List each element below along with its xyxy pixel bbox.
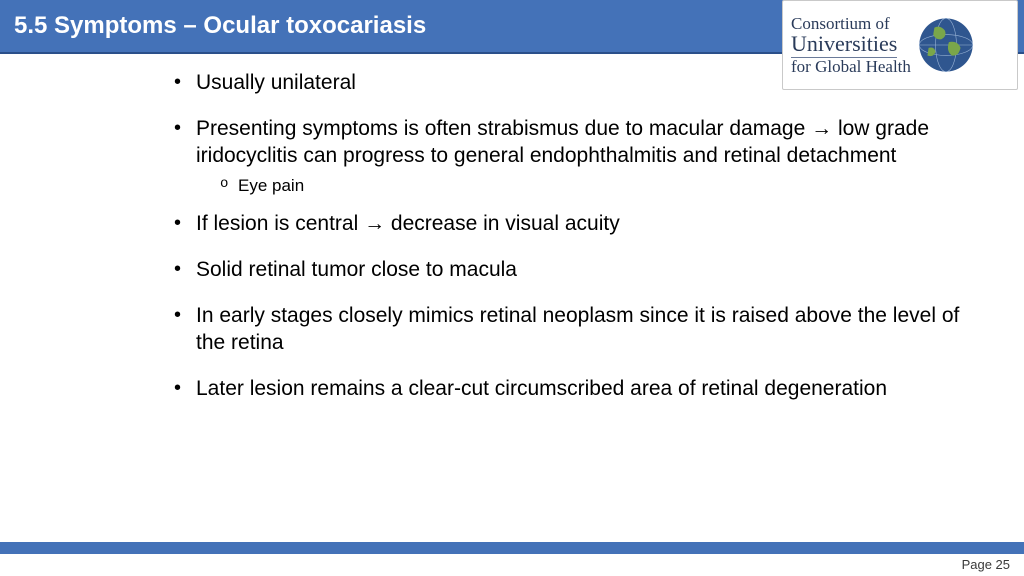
bullet-list: Usually unilateral Presenting symptoms i… bbox=[170, 70, 964, 402]
sub-bullet-text: Eye pain bbox=[238, 176, 304, 195]
bullet-text: Usually unilateral bbox=[196, 71, 356, 94]
slide-content: Usually unilateral Presenting symptoms i… bbox=[170, 70, 964, 422]
page-number: Page 25 bbox=[962, 557, 1010, 572]
footer-bar bbox=[0, 542, 1024, 554]
logo-line1: Consortium of bbox=[791, 15, 911, 33]
list-item: In early stages closely mimics retinal n… bbox=[170, 303, 964, 356]
slide-title: 5.5 Symptoms – Ocular toxocariasis bbox=[14, 12, 426, 40]
bullet-text: Presenting symptoms is often strabismus … bbox=[196, 117, 929, 166]
logo-text: Consortium of Universities for Global He… bbox=[791, 15, 911, 76]
org-logo: Consortium of Universities for Global He… bbox=[782, 0, 1018, 90]
list-item: Presenting symptoms is often strabismus … bbox=[170, 116, 964, 197]
bullet-text: Later lesion remains a clear-cut circums… bbox=[196, 377, 887, 400]
sub-list: Eye pain bbox=[196, 175, 964, 197]
logo-line3: for Global Health bbox=[791, 58, 911, 76]
list-item: Later lesion remains a clear-cut circums… bbox=[170, 376, 964, 402]
list-item: Solid retinal tumor close to macula bbox=[170, 257, 964, 283]
list-item: If lesion is central → decrease in visua… bbox=[170, 211, 964, 237]
bullet-text: Solid retinal tumor close to macula bbox=[196, 258, 517, 281]
bullet-text: In early stages closely mimics retinal n… bbox=[196, 304, 959, 353]
globe-icon bbox=[917, 16, 975, 74]
bullet-text: If lesion is central → decrease in visua… bbox=[196, 212, 620, 235]
sub-list-item: Eye pain bbox=[196, 175, 964, 197]
logo-line2: Universities bbox=[791, 32, 897, 57]
